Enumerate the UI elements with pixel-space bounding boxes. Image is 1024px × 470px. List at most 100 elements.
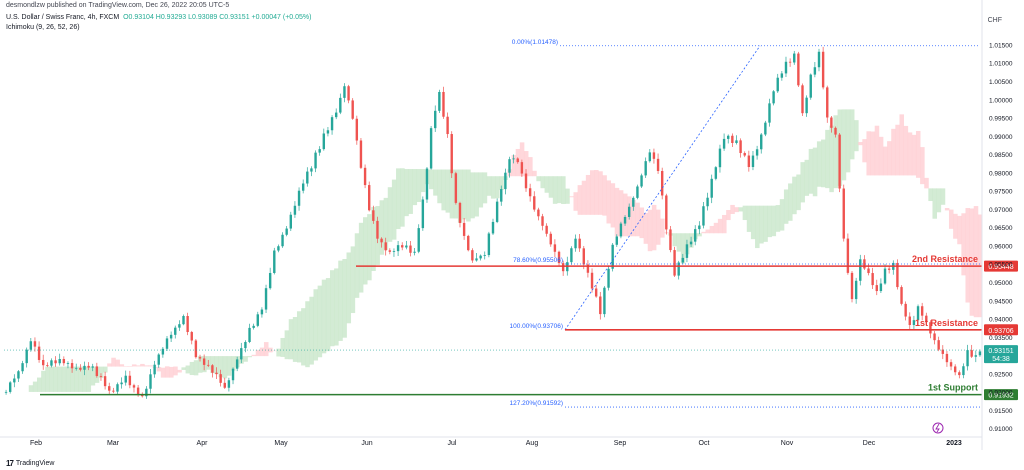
cloud-segment <box>953 213 958 239</box>
cloud-segment <box>49 366 54 392</box>
candle <box>743 153 746 156</box>
candle <box>916 306 920 321</box>
candle <box>656 158 660 171</box>
candle <box>58 359 61 364</box>
cloud-segment <box>660 218 665 238</box>
cloud-segment <box>470 172 475 219</box>
candle <box>475 258 478 261</box>
candle <box>120 382 123 385</box>
price-tick-label: 0.93500 <box>989 335 1013 342</box>
time-tick-label: 2023 <box>946 440 962 447</box>
candle <box>186 316 189 333</box>
candle <box>227 380 231 388</box>
cloud-segment <box>189 361 195 376</box>
candle <box>450 134 453 174</box>
cloud-segment <box>631 200 636 237</box>
time-axis[interactable]: Feb Mar Apr May Jun Jul Aug Sep Oct Nov Dec 2023 <box>0 422 982 447</box>
candle <box>161 348 165 355</box>
candle <box>384 242 387 251</box>
level-price-label: 0.91932 <box>988 393 1013 400</box>
cloud-segment <box>965 208 971 303</box>
candle <box>13 378 16 383</box>
level-price-label: 0.93706 <box>988 328 1013 335</box>
cloud-segment <box>788 183 793 221</box>
cloud-segment <box>115 359 120 367</box>
candle <box>326 130 330 134</box>
cloud-segment <box>131 364 137 367</box>
cloud-segment <box>656 209 661 245</box>
price-tick-label: 0.97500 <box>989 189 1013 196</box>
cloud-segment <box>854 120 859 152</box>
cloud-segment <box>792 176 797 215</box>
candle <box>826 87 829 118</box>
candle <box>871 273 874 286</box>
candle <box>793 53 796 63</box>
cloud-segment <box>907 132 913 176</box>
cloud-segment <box>127 366 133 367</box>
candle <box>124 375 127 383</box>
cloud-segment <box>887 141 892 176</box>
candle <box>42 359 45 366</box>
cloud-segment <box>169 366 174 378</box>
candle <box>599 296 602 315</box>
candle <box>508 159 511 173</box>
candle <box>859 259 862 281</box>
cloud-segment <box>775 205 781 232</box>
cloud-segment <box>821 139 826 188</box>
cloud-segment <box>263 342 269 357</box>
candle <box>854 280 858 300</box>
candle <box>25 349 28 364</box>
cloud-segment <box>433 169 438 196</box>
cloud-segment <box>581 180 587 215</box>
cloud-segment <box>111 357 116 367</box>
candle <box>549 233 552 245</box>
cloud-segment <box>602 175 607 216</box>
candle <box>739 140 742 154</box>
cloud-segment <box>523 151 529 177</box>
candle <box>714 167 718 179</box>
cloud-segment <box>895 124 900 176</box>
cloud-segment <box>961 213 966 276</box>
tradingview-footer[interactable]: 17 TradingView <box>6 459 54 468</box>
cloud-segment <box>37 377 42 392</box>
cloud-segment <box>74 366 79 392</box>
cloud-segment <box>490 176 496 199</box>
level-price-label: 0.95448 <box>988 264 1013 271</box>
candle <box>780 73 784 78</box>
cloud-segment <box>771 205 777 237</box>
cloud-segment <box>866 131 871 176</box>
cloud-segment <box>594 170 599 215</box>
candle <box>62 359 66 364</box>
fib-level-label: 100.00%(0.93706) <box>510 323 564 330</box>
candle <box>396 245 400 252</box>
cloud-segment <box>429 169 434 190</box>
indicator-legend[interactable]: Ichimoku (9, 26, 52, 26) <box>6 24 80 31</box>
price-axis[interactable]: 0.910000.915000.920000.925000.930000.935… <box>981 0 1018 450</box>
candle <box>223 382 226 388</box>
cloud-segment <box>911 134 917 176</box>
candle <box>805 97 808 114</box>
price-tick-label: 0.92000 <box>989 390 1013 397</box>
cloud-segment <box>499 176 504 191</box>
candle <box>277 246 280 251</box>
price-tick-label: 0.97000 <box>989 207 1013 214</box>
candle <box>207 364 210 366</box>
candle <box>256 314 259 326</box>
price-tick-label: 0.94500 <box>989 298 1013 305</box>
candle <box>652 152 656 159</box>
candles <box>4 46 982 399</box>
cloud-segment <box>639 207 645 239</box>
cloud-segment <box>709 225 715 234</box>
candle <box>974 355 978 357</box>
candle <box>685 244 689 258</box>
cloud-segment <box>532 170 537 177</box>
cloud-segment <box>812 147 818 197</box>
cloud-segment <box>416 169 422 203</box>
cloud-segment <box>862 139 867 163</box>
cloud-segment <box>969 208 975 316</box>
cloud-segment <box>230 356 236 371</box>
candle <box>966 350 969 367</box>
cloud-segment <box>226 356 232 376</box>
level-name: 1st Support <box>928 383 978 393</box>
